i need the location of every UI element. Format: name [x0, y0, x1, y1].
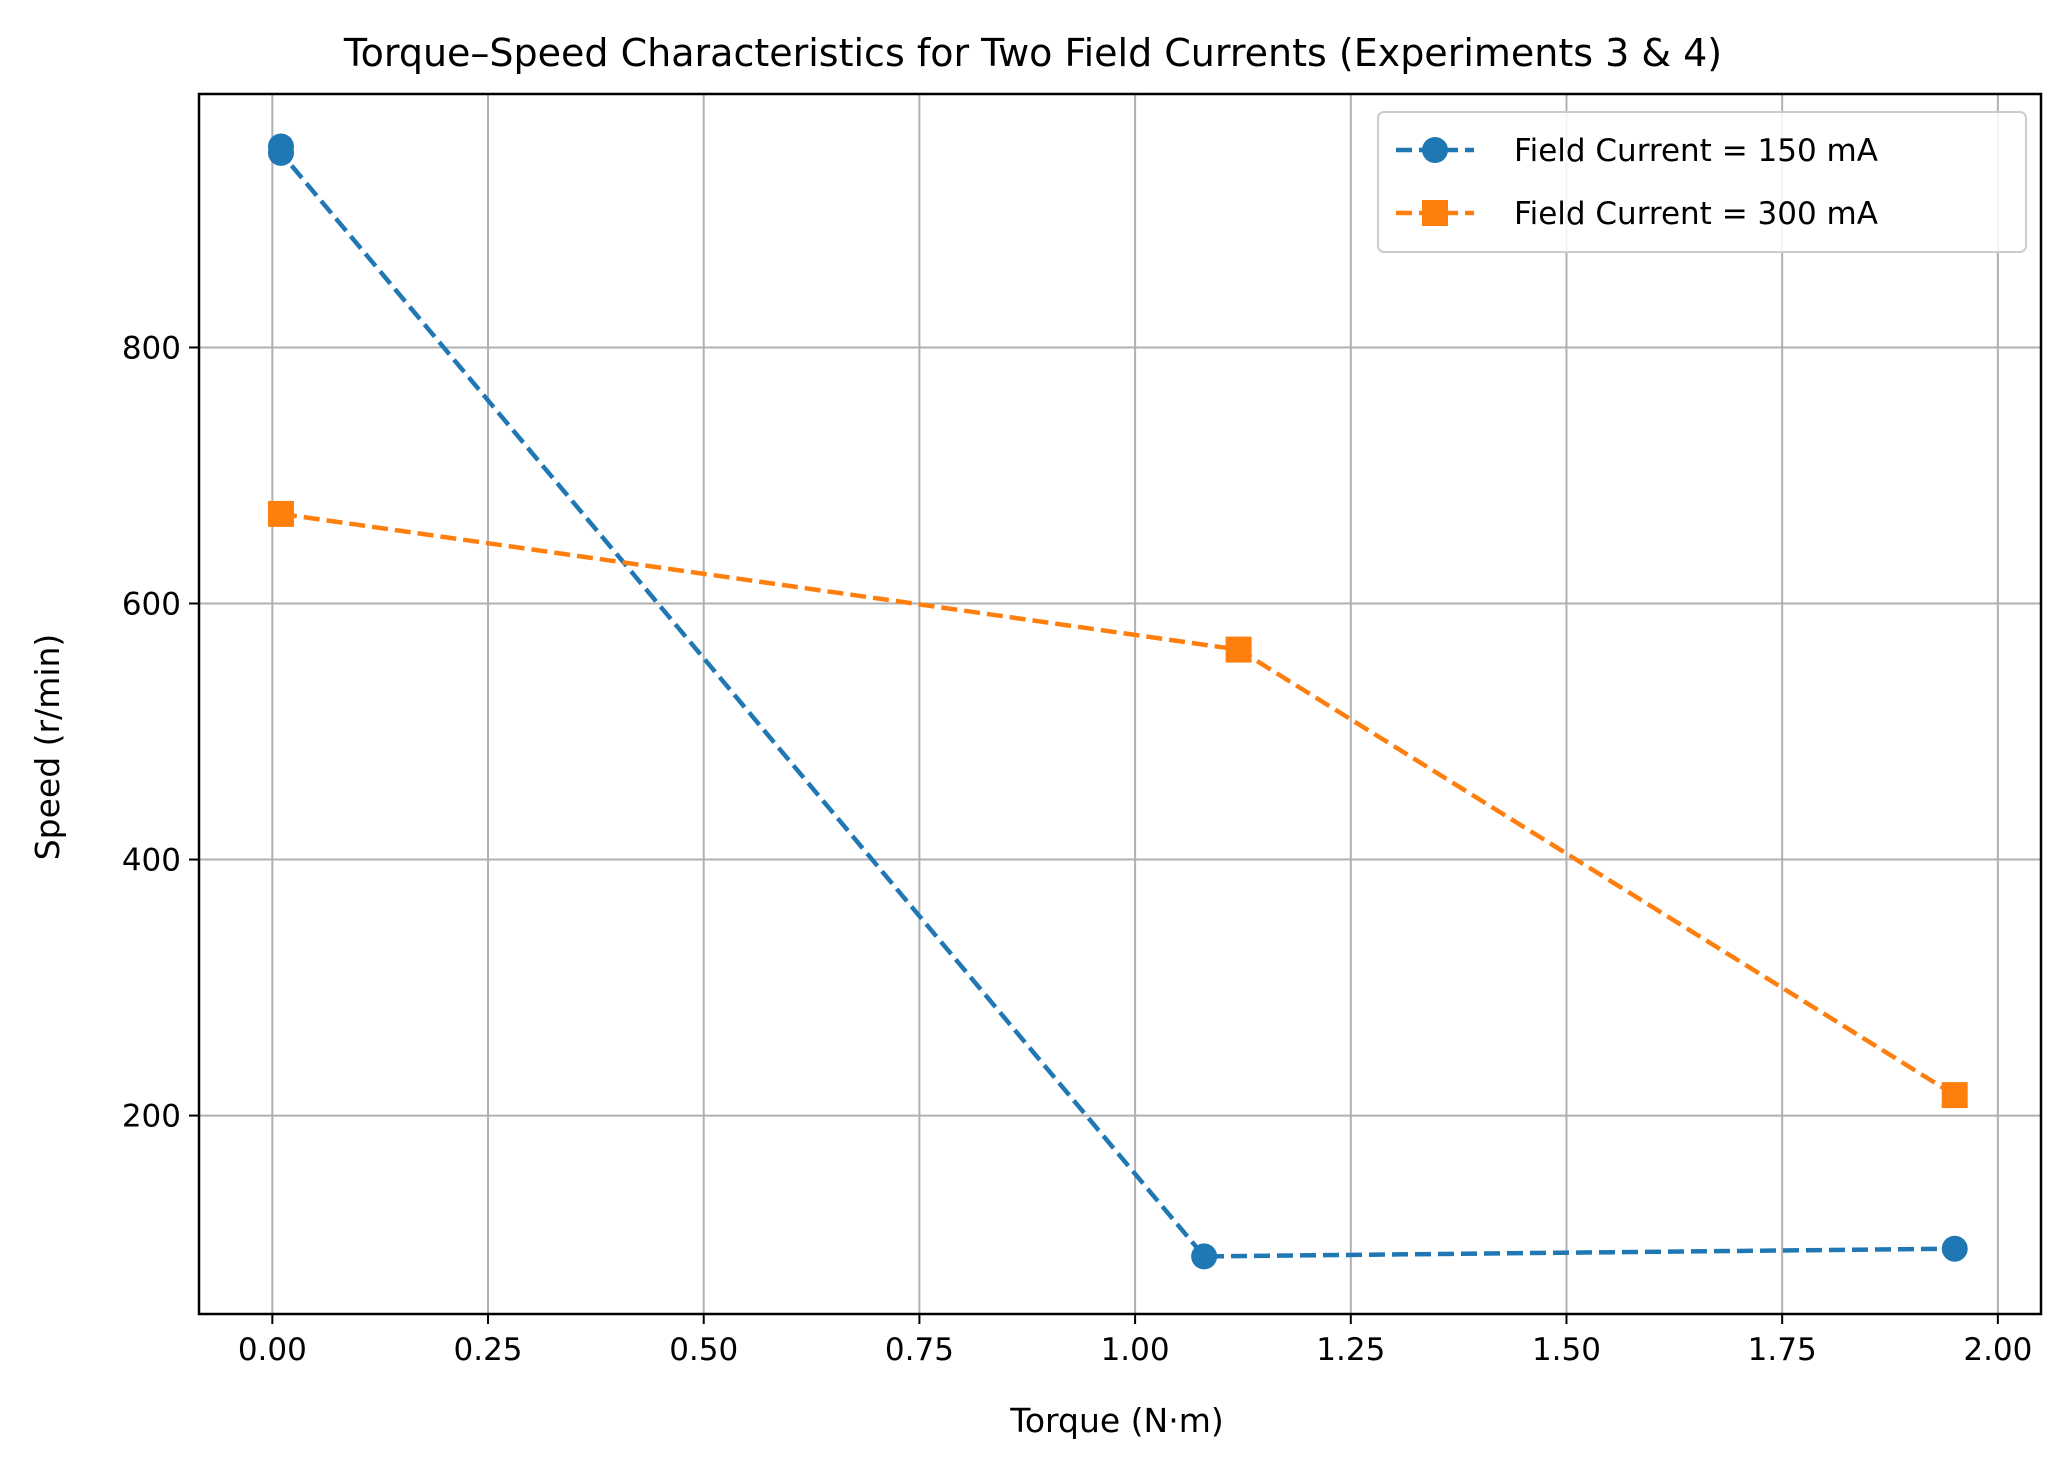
x-tick-label: 1.75 [1748, 1332, 1817, 1368]
x-tick-label: 0.00 [238, 1332, 307, 1368]
legend-item-2: Field Current = 300 mA [1396, 196, 1878, 232]
legend-item-1: Field Current = 150 mA [1396, 133, 1878, 169]
x-tick-label: 1.50 [1532, 1332, 1601, 1368]
legend: Field Current = 150 mA Field Current = 30… [1377, 111, 2027, 253]
legend-label: Field Current = 150 mA [1514, 133, 1878, 169]
legend-label: Field Current = 300 mA [1514, 196, 1878, 232]
chart-title: Torque–Speed Characteristics for Two Fie… [343, 31, 1722, 75]
legend-marker [1422, 137, 1448, 163]
series-2-point [267, 500, 294, 527]
y-tick-label: 400 [122, 843, 181, 879]
x-tick-label: 0.25 [454, 1332, 523, 1368]
axis-ticks: 0.00 0.25 0.50 0.75 1.00 1.25 1.50 1.75 2.00 200 4… [122, 330, 2033, 1368]
legend-marker [1422, 200, 1448, 226]
y-tick-label: 600 [122, 587, 181, 623]
plot-frame [197, 92, 2043, 1316]
series-2-point [1225, 636, 1252, 663]
x-tick-label: 0.50 [669, 1332, 738, 1368]
x-tick-label: 1.25 [1316, 1332, 1385, 1368]
series-2 [267, 500, 1968, 1109]
x-tick-label: 1.00 [1101, 1332, 1170, 1368]
y-axis-label: Speed (r/min) [28, 634, 67, 861]
series-1-point [1191, 1243, 1218, 1270]
x-axis-label: Torque (N·m) [1009, 1401, 1223, 1440]
plot-series [267, 133, 1968, 1270]
series-1 [267, 133, 1968, 1270]
series-2-point [1941, 1082, 1968, 1109]
series-1-point [267, 139, 294, 166]
y-tick-label: 800 [122, 330, 181, 366]
grid [199, 94, 2041, 1314]
x-tick-label: 0.75 [885, 1332, 954, 1368]
x-tick-label: 2.00 [1963, 1332, 2032, 1368]
legend-box [1377, 111, 2027, 253]
y-tick-label: 200 [122, 1099, 181, 1135]
series-1-point [1941, 1235, 1968, 1262]
